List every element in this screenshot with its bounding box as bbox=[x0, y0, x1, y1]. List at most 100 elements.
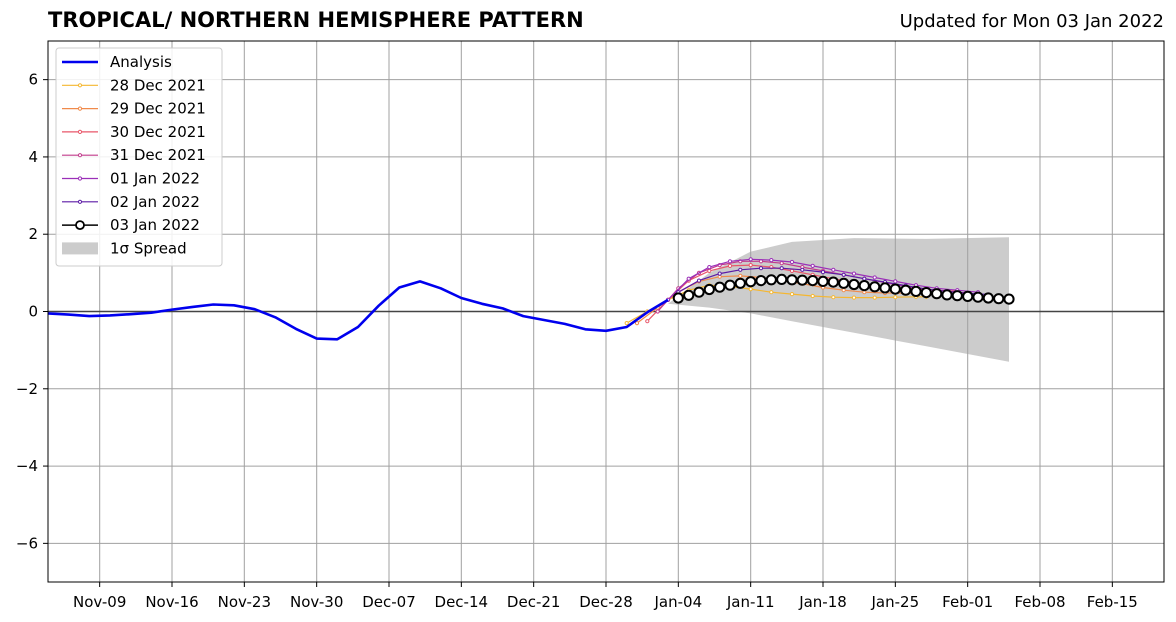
legend-label: 02 Jan 2022 bbox=[110, 193, 200, 211]
series-point bbox=[848, 278, 860, 291]
series-point bbox=[931, 288, 943, 300]
series-point bbox=[820, 270, 826, 275]
series-line bbox=[667, 258, 979, 301]
legend-label: 29 Dec 2021 bbox=[110, 100, 206, 118]
legend-label: 28 Dec 2021 bbox=[110, 76, 206, 94]
series-point bbox=[786, 274, 798, 286]
legend-item: 02 Jan 2022 bbox=[62, 193, 200, 211]
legend-label: Analysis bbox=[110, 53, 172, 71]
series-point bbox=[738, 267, 743, 272]
series-point bbox=[789, 292, 795, 297]
x-tick-label: Jan-18 bbox=[798, 593, 847, 611]
series-point bbox=[841, 288, 846, 293]
series-layer bbox=[624, 257, 1015, 326]
series-point bbox=[696, 278, 702, 283]
series-point bbox=[717, 271, 722, 276]
x-tick-label: Nov-09 bbox=[73, 593, 126, 611]
series-point bbox=[841, 272, 846, 277]
series-point bbox=[889, 283, 901, 295]
series-point bbox=[900, 284, 912, 296]
chart-updated-date: Updated for Mon 03 Jan 2022 bbox=[899, 11, 1164, 32]
legend: Analysis 28 Dec 2021 29 Dec 2021 30 Dec 202… bbox=[55, 47, 223, 267]
legend-label: 03 Jan 2022 bbox=[110, 216, 200, 234]
series-point bbox=[872, 275, 877, 280]
series-point bbox=[727, 263, 733, 268]
analysis-line bbox=[47, 280, 669, 341]
series-point bbox=[738, 273, 743, 278]
series-point bbox=[831, 267, 836, 272]
series-point bbox=[869, 281, 881, 293]
series-point bbox=[707, 265, 712, 270]
series-point bbox=[920, 287, 932, 299]
series-point bbox=[796, 274, 808, 286]
series-point bbox=[769, 258, 774, 263]
series-point bbox=[789, 259, 795, 265]
series-point bbox=[810, 263, 815, 268]
series-point bbox=[810, 293, 815, 299]
x-tick-label: Feb-01 bbox=[942, 593, 993, 611]
series-point bbox=[655, 309, 660, 314]
legend-item: 28 Dec 2021 bbox=[62, 76, 206, 94]
series-point bbox=[765, 274, 777, 286]
x-tick-label: Dec-21 bbox=[507, 593, 561, 611]
series-point bbox=[634, 321, 640, 326]
series-point bbox=[982, 292, 994, 304]
series-point bbox=[745, 276, 757, 288]
y-tick-label: 6 bbox=[28, 71, 38, 89]
series-point bbox=[776, 273, 788, 285]
series-point bbox=[807, 275, 819, 287]
series-point bbox=[1003, 293, 1015, 305]
series-point bbox=[972, 291, 984, 303]
legend-item: 01 Jan 2022 bbox=[62, 170, 200, 188]
x-tick-label: Feb-15 bbox=[1087, 593, 1138, 611]
series-point bbox=[817, 275, 829, 287]
series-point bbox=[993, 293, 1005, 305]
series-point bbox=[962, 290, 974, 302]
legend-marker bbox=[77, 106, 83, 111]
legend-marker bbox=[75, 220, 85, 231]
legend-marker bbox=[77, 199, 83, 204]
x-tick-label: Jan-25 bbox=[870, 593, 919, 611]
legend-label: 30 Dec 2021 bbox=[110, 123, 206, 141]
series-point bbox=[851, 295, 857, 300]
series-point bbox=[872, 295, 877, 300]
y-tick-label: 2 bbox=[28, 225, 38, 243]
x-tick-label: Nov-23 bbox=[218, 593, 271, 611]
series-point bbox=[789, 268, 795, 273]
series-point bbox=[672, 292, 684, 304]
legend-item: 03 Jan 2022 bbox=[62, 216, 200, 234]
series-point bbox=[703, 283, 715, 296]
legend-swatch bbox=[62, 242, 98, 255]
series-point bbox=[758, 266, 764, 271]
x-tick-label: Jan-11 bbox=[726, 593, 775, 611]
series-point bbox=[858, 280, 870, 292]
series-point bbox=[724, 279, 736, 291]
series-point bbox=[683, 289, 695, 301]
series-point bbox=[862, 276, 867, 281]
legend-item: 30 Dec 2021 bbox=[62, 123, 206, 141]
x-tick-label: Dec-07 bbox=[362, 593, 416, 611]
grid-layer bbox=[48, 41, 1164, 582]
x-tick-label: Dec-14 bbox=[435, 593, 489, 611]
series-point bbox=[893, 279, 898, 284]
legend-box bbox=[55, 47, 223, 267]
series-point bbox=[951, 290, 963, 302]
y-tick-label: −6 bbox=[16, 534, 38, 552]
legend-label: 1σ Spread bbox=[110, 239, 187, 257]
series-point bbox=[734, 277, 746, 289]
series-point bbox=[624, 321, 629, 326]
series-point bbox=[755, 275, 767, 287]
x-tick-label: Feb-08 bbox=[1014, 593, 1065, 611]
x-tick-label: Dec-28 bbox=[579, 593, 633, 611]
legend-label: 31 Dec 2021 bbox=[110, 146, 206, 164]
chart-title: TROPICAL/ NORTHERN HEMISPHERE PATTERN bbox=[48, 8, 584, 32]
series-point bbox=[714, 281, 726, 293]
legend-marker bbox=[77, 83, 83, 88]
y-tick-label: 4 bbox=[28, 148, 38, 166]
series-point bbox=[831, 295, 836, 300]
axes-layer: Nov-09 Nov-16 Nov-23 Nov-30 Dec-07 Dec-14 Dec-… bbox=[16, 40, 1165, 611]
series-point bbox=[686, 276, 691, 281]
series-point bbox=[748, 257, 753, 262]
x-tick-label: Nov-16 bbox=[145, 593, 198, 611]
